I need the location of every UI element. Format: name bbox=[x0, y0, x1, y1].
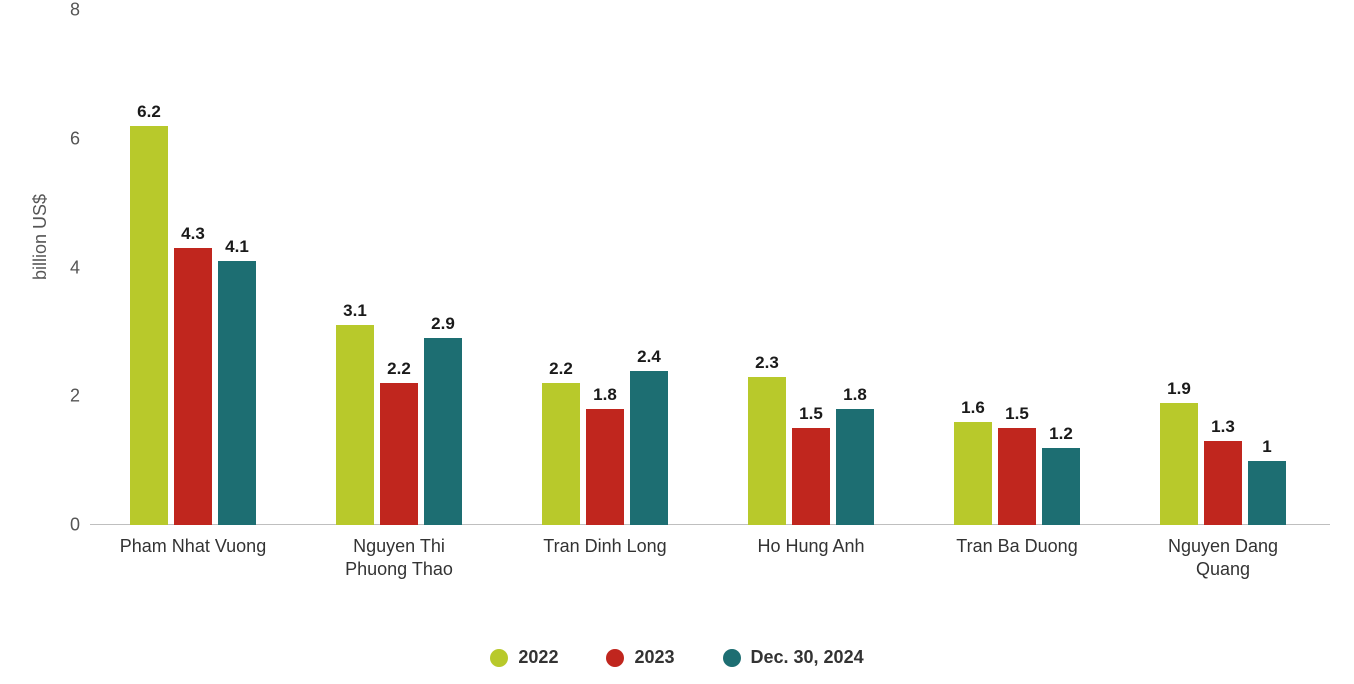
y-tick-label: 0 bbox=[50, 515, 80, 536]
bar-value-label: 1 bbox=[1248, 437, 1286, 457]
bar-value-label: 4.3 bbox=[174, 224, 212, 244]
bar-group: 1.91.31 bbox=[1120, 10, 1326, 525]
bar: 4.3 bbox=[174, 248, 212, 525]
bar: 1.3 bbox=[1204, 441, 1242, 525]
y-tick-label: 2 bbox=[50, 386, 80, 407]
y-axis-title: billion US$ bbox=[30, 194, 51, 280]
bar: 3.1 bbox=[336, 325, 374, 525]
legend-item: Dec. 30, 2024 bbox=[723, 647, 864, 668]
category-label: Pham Nhat Vuong bbox=[90, 535, 296, 558]
bar: 2.4 bbox=[630, 371, 668, 526]
y-tick-label: 6 bbox=[50, 128, 80, 149]
bar-value-label: 1.8 bbox=[836, 385, 874, 405]
y-tick-label: 8 bbox=[50, 0, 80, 21]
bar: 1.9 bbox=[1160, 403, 1198, 525]
bar-group: 2.21.82.4 bbox=[502, 10, 708, 525]
bar: 1 bbox=[1248, 461, 1286, 525]
legend-label: 2022 bbox=[518, 647, 558, 668]
bar-group: 6.24.34.1 bbox=[90, 10, 296, 525]
bar: 1.5 bbox=[792, 428, 830, 525]
bar-value-label: 6.2 bbox=[130, 102, 168, 122]
bar-value-label: 1.8 bbox=[586, 385, 624, 405]
category-label: Nguyen DangQuang bbox=[1120, 535, 1326, 582]
bar-group: 3.12.22.9 bbox=[296, 10, 502, 525]
category-label: Nguyen ThiPhuong Thao bbox=[296, 535, 502, 582]
bar-value-label: 2.3 bbox=[748, 353, 786, 373]
bar-value-label: 1.5 bbox=[792, 404, 830, 424]
bar: 1.6 bbox=[954, 422, 992, 525]
bar-value-label: 1.2 bbox=[1042, 424, 1080, 444]
bar: 1.5 bbox=[998, 428, 1036, 525]
category-label: Ho Hung Anh bbox=[708, 535, 914, 558]
bar: 4.1 bbox=[218, 261, 256, 525]
legend-item: 2022 bbox=[490, 647, 558, 668]
bar-value-label: 4.1 bbox=[218, 237, 256, 257]
bar: 2.2 bbox=[380, 383, 418, 525]
legend-label: 2023 bbox=[634, 647, 674, 668]
bar-value-label: 1.6 bbox=[954, 398, 992, 418]
bar-chart: billion US$ 024686.24.34.13.12.22.92.21.… bbox=[0, 0, 1354, 684]
bar: 2.2 bbox=[542, 383, 580, 525]
bar-value-label: 2.9 bbox=[424, 314, 462, 334]
bar-value-label: 1.5 bbox=[998, 404, 1036, 424]
bar-value-label: 1.3 bbox=[1204, 417, 1242, 437]
legend: 2022 2023 Dec. 30, 2024 bbox=[0, 647, 1354, 668]
bar-value-label: 3.1 bbox=[336, 301, 374, 321]
bar-value-label: 2.2 bbox=[380, 359, 418, 379]
legend-item: 2023 bbox=[606, 647, 674, 668]
plot-area: 024686.24.34.13.12.22.92.21.82.42.31.51.… bbox=[90, 10, 1330, 525]
y-tick-label: 4 bbox=[50, 257, 80, 278]
legend-swatch bbox=[723, 649, 741, 667]
bar: 1.8 bbox=[586, 409, 624, 525]
legend-label: Dec. 30, 2024 bbox=[751, 647, 864, 668]
bar: 6.2 bbox=[130, 126, 168, 525]
bar: 1.2 bbox=[1042, 448, 1080, 525]
bar-value-label: 1.9 bbox=[1160, 379, 1198, 399]
bar-value-label: 2.2 bbox=[542, 359, 580, 379]
bar-group: 2.31.51.8 bbox=[708, 10, 914, 525]
bar: 2.3 bbox=[748, 377, 786, 525]
bar-group: 1.61.51.2 bbox=[914, 10, 1120, 525]
bar: 1.8 bbox=[836, 409, 874, 525]
bar-value-label: 2.4 bbox=[630, 347, 668, 367]
legend-swatch bbox=[490, 649, 508, 667]
category-label: Tran Dinh Long bbox=[502, 535, 708, 558]
bar: 2.9 bbox=[424, 338, 462, 525]
legend-swatch bbox=[606, 649, 624, 667]
category-label: Tran Ba Duong bbox=[914, 535, 1120, 558]
